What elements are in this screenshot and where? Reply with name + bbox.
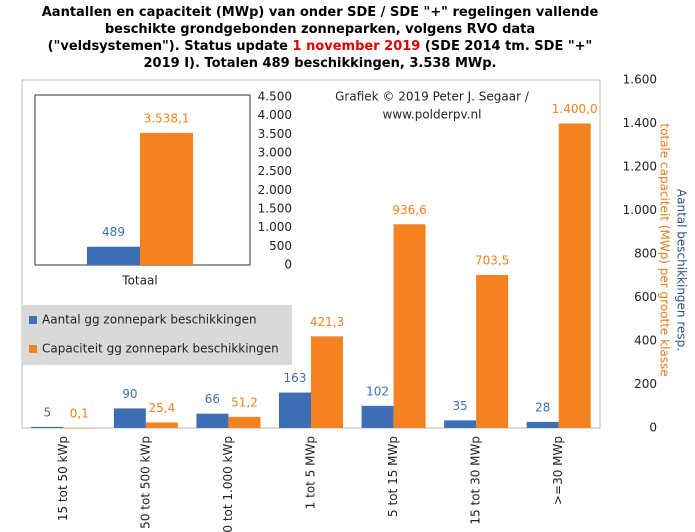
bar <box>63 427 96 429</box>
y-tick-label: 400 <box>634 334 657 348</box>
bar <box>311 336 343 428</box>
data-label: 703,5 <box>475 253 509 267</box>
annotation: Grafiek © 2019 Peter J. Segaar / <box>335 90 530 104</box>
data-label: 936,6 <box>392 203 426 217</box>
data-label: 51,2 <box>231 395 258 409</box>
y-tick-label: 3.000 <box>258 146 292 160</box>
y-tick-label: 1.400 <box>623 116 657 130</box>
y-tick-label: 0 <box>284 258 292 272</box>
bar <box>113 408 146 428</box>
data-label: 28 <box>535 400 550 414</box>
y-axis-label: totale capaciteit (MWp) per grootte klas… <box>658 123 672 376</box>
data-label: 5 <box>43 405 51 419</box>
legend-swatch <box>29 345 37 353</box>
data-label: 421,3 <box>310 315 344 329</box>
bar <box>196 413 229 428</box>
y-tick-label: 800 <box>634 247 657 261</box>
bar <box>393 224 426 428</box>
y-tick-label: 1.500 <box>258 202 292 216</box>
bar <box>361 405 394 428</box>
annotation: www.polderpv.nl <box>383 108 482 122</box>
data-label: 25,4 <box>148 401 175 415</box>
y-tick-label: 1.200 <box>623 160 657 174</box>
bar <box>476 274 509 428</box>
legend-swatch <box>29 316 37 324</box>
y-tick-label: 500 <box>269 239 292 253</box>
x-tick-label: 500 tot 1.000 kWp <box>221 436 235 532</box>
data-label: 3.538,1 <box>144 111 190 125</box>
x-tick-label: 1 tot 5 MWp <box>304 436 318 509</box>
y-tick-label: 1.000 <box>258 220 292 234</box>
bar <box>558 123 591 428</box>
data-label: 35 <box>453 399 468 413</box>
y-axis-label: Aantal beschikkingen resp. <box>675 189 689 351</box>
bar <box>140 132 193 265</box>
y-tick-label: 200 <box>634 377 657 391</box>
x-tick-label: Totaal <box>121 274 157 288</box>
bar <box>228 416 261 428</box>
y-tick-label: 1.600 <box>623 73 657 87</box>
data-label: 90 <box>122 387 137 401</box>
legend-label: Capaciteit gg zonnepark beschikkingen <box>42 342 279 356</box>
y-tick-label: 4.500 <box>258 90 292 104</box>
bar <box>444 420 477 428</box>
bar <box>526 421 559 428</box>
x-tick-label: 50 tot 500 kWp <box>138 436 152 529</box>
bar <box>31 426 64 428</box>
legend-label: Aantal gg zonnepark beschikkingen <box>42 313 257 327</box>
x-tick-label: 15 tot 50 kWp <box>56 436 70 521</box>
y-tick-label: 2.000 <box>258 183 292 197</box>
bar <box>279 392 311 428</box>
x-tick-label: 15 tot 30 MWp <box>469 436 483 525</box>
y-tick-label: 3.500 <box>258 127 292 141</box>
title-part: (SDE 2014 tm. SDE "+" 2019 I). Totalen 4… <box>143 39 593 71</box>
data-label: 489 <box>102 225 125 239</box>
data-label: 66 <box>205 392 220 406</box>
data-label: 102 <box>366 384 389 398</box>
y-tick-label: 0 <box>649 421 657 435</box>
data-label: 163 <box>284 371 307 385</box>
y-tick-label: 600 <box>634 290 657 304</box>
title-highlight: 1 november 2019 <box>292 39 421 54</box>
bar <box>87 246 140 265</box>
bar <box>145 422 178 428</box>
chart-title: Aantallen en capaciteit (MWp) van onder … <box>40 4 600 72</box>
title-part: Aantallen en capaciteit (MWp) van onder … <box>41 5 599 54</box>
x-tick-label: >=30 MWp <box>551 436 565 505</box>
data-label: 0,1 <box>70 406 89 420</box>
x-tick-label: 5 tot 15 MWp <box>386 436 400 517</box>
legend-box <box>22 305 292 365</box>
data-label: 1.400,0 <box>552 102 598 116</box>
y-tick-label: 2.500 <box>258 164 292 178</box>
y-tick-label: 1.000 <box>623 203 657 217</box>
y-tick-label: 4.000 <box>258 108 292 122</box>
